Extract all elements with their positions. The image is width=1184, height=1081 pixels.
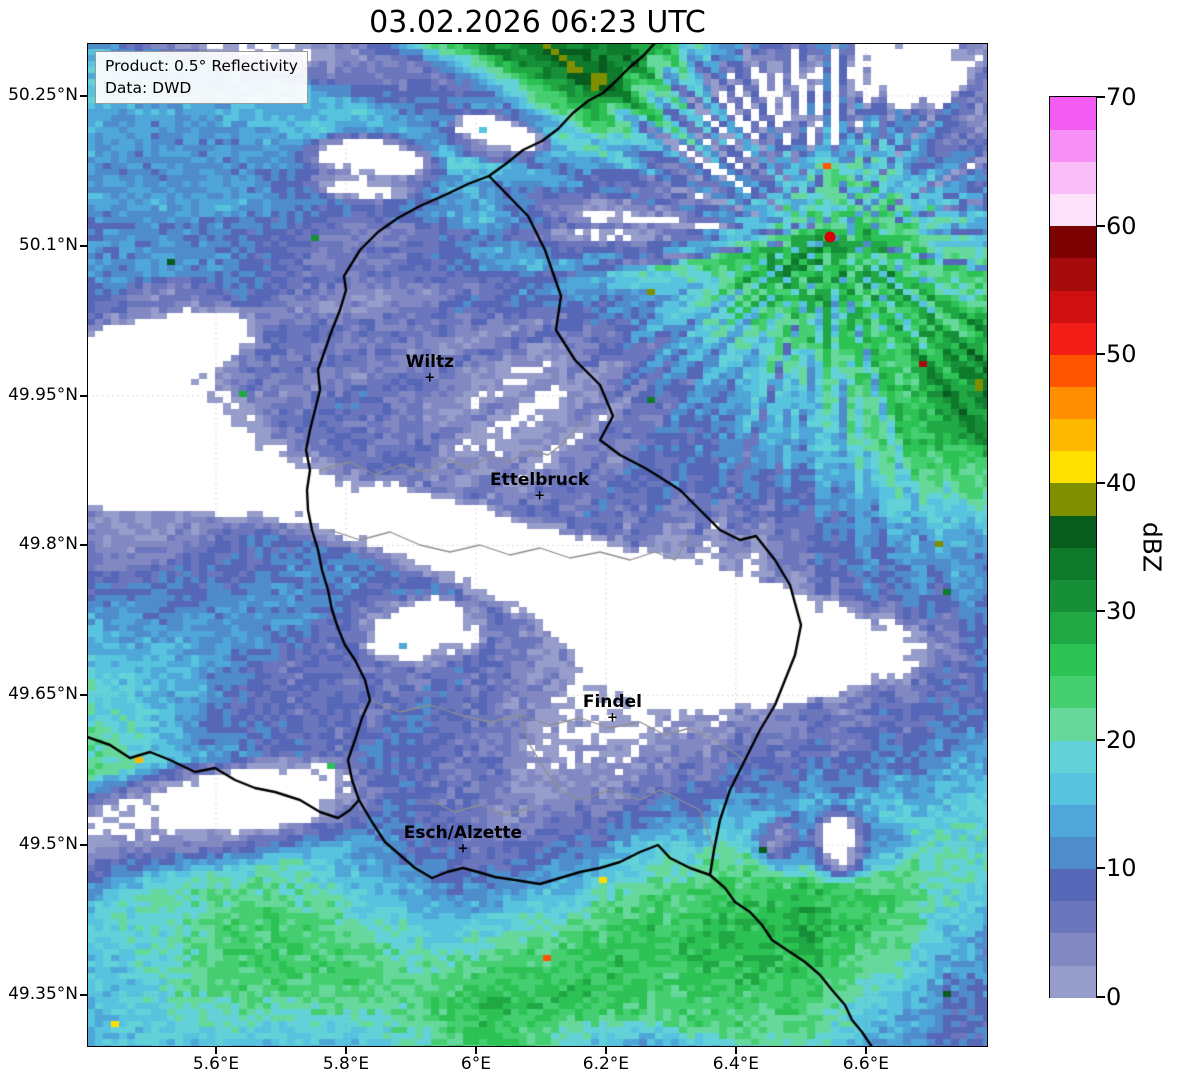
city-marker-icon: +	[424, 370, 436, 386]
colorbar-segment	[1050, 964, 1096, 998]
colorbar-tick-mark	[1097, 738, 1105, 741]
x-axis-tick-mark	[604, 1047, 607, 1054]
radar-site-marker	[824, 231, 836, 243]
city-label: Findel	[582, 692, 642, 713]
colorbar-segment	[1050, 804, 1096, 837]
x-axis-tick-label: 6.2°E	[582, 1054, 630, 1074]
colorbar-tick-label: 20	[1106, 725, 1137, 754]
y-axis-tick-mark	[80, 394, 87, 397]
colorbar-segment	[1050, 322, 1096, 355]
x-axis-tick-label: 6.4°E	[712, 1054, 759, 1074]
colorbar-segment	[1050, 772, 1096, 805]
colorbar-tick-mark	[1097, 481, 1105, 484]
colorbar-tick-mark	[1097, 610, 1105, 613]
colorbar-segment	[1050, 900, 1096, 934]
radar-reflectivity-canvas	[87, 43, 988, 1047]
colorbar-segment	[1050, 193, 1096, 227]
colorbar-segment	[1050, 257, 1096, 291]
colorbar-segment	[1050, 514, 1096, 548]
y-axis-tick-label: 49.8°N	[18, 534, 78, 555]
colorbar-segment	[1050, 643, 1096, 677]
colorbar-unit-label: dBZ	[1137, 521, 1167, 573]
colorbar-segment	[1050, 225, 1096, 259]
colorbar-segment	[1050, 547, 1096, 580]
colorbar-tick-label: 70	[1106, 83, 1137, 111]
colorbar-tick-mark	[1097, 867, 1105, 870]
colorbar-segment	[1050, 579, 1096, 612]
y-axis-tick-mark	[80, 94, 87, 97]
colorbar-tick-mark	[1097, 353, 1105, 356]
colorbar-segment	[1050, 675, 1096, 709]
colorbar-segment	[1050, 611, 1096, 645]
x-axis-tick-label: 5.8°E	[322, 1054, 370, 1074]
colorbar-segment	[1050, 418, 1096, 452]
colorbar-tick-label: 40	[1106, 468, 1137, 497]
figure-title: 03.02.2026 06:23 UTC	[369, 5, 706, 40]
colorbar-tick-mark	[1097, 996, 1105, 998]
y-axis-tick-label: 50.1°N	[18, 234, 78, 255]
data-source-label: Data: DWD	[105, 78, 192, 97]
colorbar-segment	[1050, 450, 1096, 484]
colorbar-segment	[1050, 97, 1096, 130]
x-axis-tick-mark	[864, 1047, 867, 1054]
colorbar-segment	[1050, 161, 1096, 195]
y-axis-tick-label: 49.35°N	[8, 984, 78, 1005]
x-axis-tick-label: 6°E	[460, 1054, 491, 1074]
y-axis-tick-mark	[80, 994, 87, 997]
x-axis-tick-mark	[734, 1047, 737, 1054]
x-axis-tick-mark	[344, 1047, 347, 1054]
y-axis-tick-label: 49.5°N	[18, 834, 78, 855]
y-axis-tick-label: 49.65°N	[8, 684, 78, 705]
y-axis-tick-mark	[80, 694, 87, 697]
colorbar-tick-mark	[1097, 96, 1105, 98]
colorbar-segment	[1050, 354, 1096, 387]
y-axis-tick-label: 49.95°N	[8, 384, 78, 405]
city-label: Esch/Alzette	[403, 823, 523, 844]
city-marker-icon: +	[606, 710, 618, 726]
product-label: Product: 0.5° Reflectivity	[105, 57, 298, 75]
colorbar-segment	[1050, 386, 1096, 420]
y-axis-tick-mark	[80, 544, 87, 547]
city-marker-icon: +	[534, 488, 546, 504]
y-axis-tick-label: 50.25°N	[8, 84, 78, 105]
colorbar	[1049, 96, 1097, 998]
colorbar-segment	[1050, 707, 1096, 741]
colorbar-tick-label: 30	[1106, 597, 1137, 626]
colorbar-tick-label: 60	[1106, 211, 1137, 240]
colorbar-segment	[1050, 739, 1096, 773]
x-axis-tick-label: 5.6°E	[192, 1054, 240, 1074]
colorbar-tick-label: 10	[1106, 854, 1137, 883]
colorbar-tick-label: 0	[1106, 983, 1122, 1011]
colorbar-segment	[1050, 129, 1096, 162]
x-axis-tick-mark	[474, 1047, 477, 1054]
product-info-box: Product: 0.5° Reflectivity Data: DWD	[95, 51, 308, 105]
y-axis-tick-mark	[80, 844, 87, 847]
colorbar-segment	[1050, 289, 1096, 323]
radar-map-panel: Product: 0.5° Reflectivity Data: DWD Wil…	[87, 43, 988, 1047]
city-label: Ettelbruck	[489, 469, 590, 490]
colorbar-tick-label: 50	[1106, 340, 1137, 369]
y-axis-tick-mark	[80, 244, 87, 247]
colorbar-segment	[1050, 932, 1096, 966]
colorbar-tick-mark	[1097, 224, 1105, 227]
x-axis-tick-mark	[214, 1047, 217, 1054]
colorbar-segment	[1050, 482, 1096, 516]
colorbar-segment	[1050, 836, 1096, 870]
x-axis-tick-label: 6.6°E	[842, 1054, 889, 1074]
city-marker-icon: +	[457, 841, 469, 857]
colorbar-segment	[1050, 868, 1096, 902]
city-label: Wiltz	[405, 351, 454, 372]
